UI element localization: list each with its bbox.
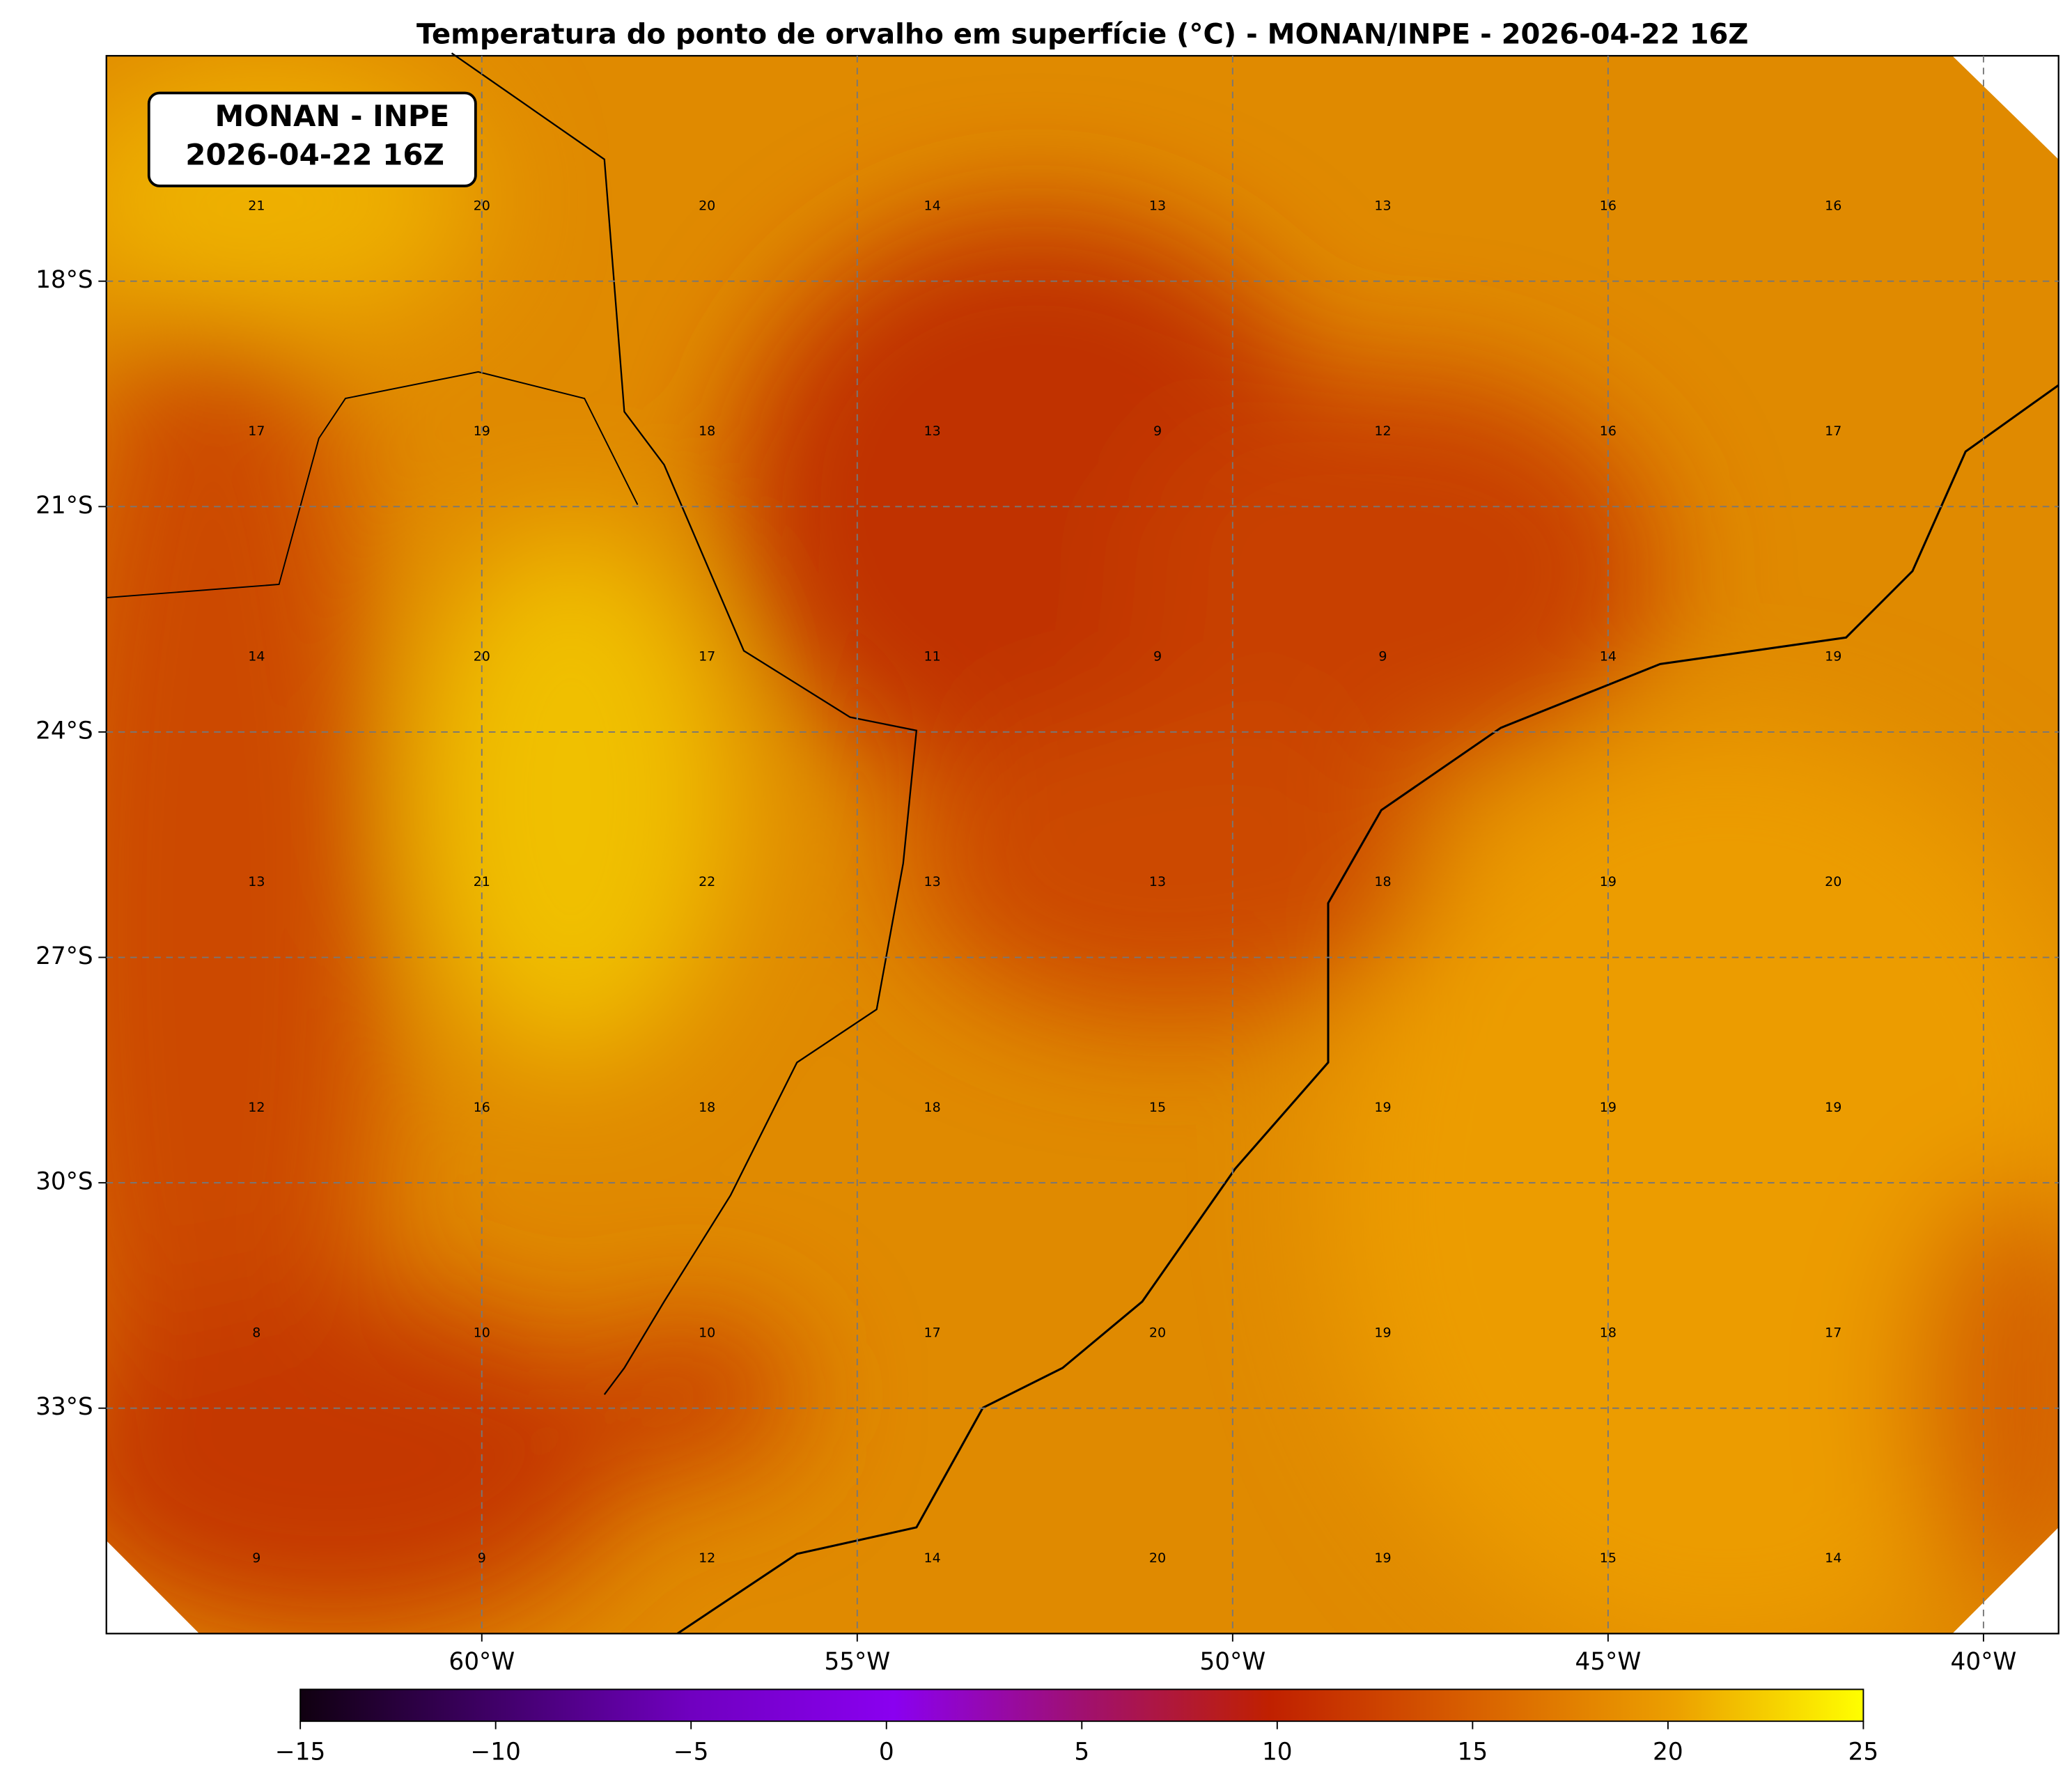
colorbar-tick-label: −15 xyxy=(275,1738,325,1766)
y-tick-label: 33°S xyxy=(36,1393,93,1421)
station-value: 18 xyxy=(1374,874,1391,889)
station-value: 14 xyxy=(248,649,265,664)
colorbar-tick-label: −10 xyxy=(470,1738,520,1766)
station-value: 12 xyxy=(1374,423,1391,439)
station-value: 19 xyxy=(1600,874,1617,889)
station-value: 17 xyxy=(699,649,715,664)
y-tick-label: 21°S xyxy=(36,492,93,520)
station-value: 20 xyxy=(1825,874,1841,889)
colorbar-tick-label: 10 xyxy=(1262,1738,1293,1766)
annotation: MONAN - INPE xyxy=(215,99,450,133)
station-value: 9 xyxy=(1153,423,1162,439)
station-value: 12 xyxy=(699,1550,715,1566)
station-value: 17 xyxy=(1825,423,1841,439)
station-value: 22 xyxy=(699,874,715,889)
field xyxy=(106,56,2059,1634)
station-value: 16 xyxy=(1600,198,1617,213)
y-tick-label: 18°S xyxy=(36,266,93,294)
station-value: 16 xyxy=(474,1100,490,1115)
station-value: 17 xyxy=(924,1325,940,1340)
station-value: 20 xyxy=(474,649,490,664)
station-value: 16 xyxy=(1600,423,1617,439)
y-tick-label: 30°S xyxy=(36,1168,93,1196)
station-value: 15 xyxy=(1600,1550,1617,1566)
station-value: 20 xyxy=(699,198,715,213)
station-value: 10 xyxy=(474,1325,490,1340)
station-value: 19 xyxy=(1825,1100,1841,1115)
station-value: 18 xyxy=(699,1100,715,1115)
y-tick-label: 27°S xyxy=(36,942,93,970)
station-value: 9 xyxy=(478,1550,486,1566)
station-value: 15 xyxy=(1149,1100,1166,1115)
x-tick-label: 40°W xyxy=(1951,1648,2017,1676)
station-value: 20 xyxy=(1149,1550,1166,1566)
station-value: 18 xyxy=(924,1100,940,1115)
station-value: 21 xyxy=(474,874,490,889)
colorbar-tick-label: −5 xyxy=(673,1738,709,1766)
station-value: 16 xyxy=(1825,198,1841,213)
map-frame xyxy=(105,54,2059,1635)
x-tick-label: 45°W xyxy=(1575,1648,1642,1676)
x-tick-label: 55°W xyxy=(824,1648,890,1676)
station-value: 14 xyxy=(924,1550,940,1566)
colorbar xyxy=(299,1688,1864,1722)
station-value: 19 xyxy=(1374,1550,1391,1566)
station-value: 17 xyxy=(1825,1325,1841,1340)
station-value: 13 xyxy=(248,874,265,889)
station-value: 8 xyxy=(252,1325,260,1340)
station-value: 19 xyxy=(474,423,490,439)
colorbar-tick-label: 15 xyxy=(1458,1738,1488,1766)
station-value: 20 xyxy=(1149,1325,1166,1340)
annotation: 2026-04-22 16Z xyxy=(185,138,444,172)
station-value: 9 xyxy=(252,1550,260,1566)
chart-title: Temperatura do ponto de orvalho em super… xyxy=(416,18,1748,50)
station-value: 19 xyxy=(1374,1100,1391,1115)
station-value: 18 xyxy=(1600,1325,1617,1340)
station-value: 14 xyxy=(924,198,940,213)
station-value: 10 xyxy=(699,1325,715,1340)
coastline xyxy=(106,52,2059,1635)
station-value: 9 xyxy=(1378,649,1387,664)
station-value: 17 xyxy=(248,423,265,439)
station-value: 18 xyxy=(699,423,715,439)
station-value: 14 xyxy=(1825,1550,1841,1566)
station-value: 11 xyxy=(924,649,940,664)
colorbar-tick-label: 20 xyxy=(1653,1738,1683,1766)
station-value: 13 xyxy=(924,423,940,439)
x-tick-label: 60°W xyxy=(449,1648,515,1676)
station-value: 19 xyxy=(1374,1325,1391,1340)
station-value: 19 xyxy=(1825,649,1841,664)
y-tick-label: 24°S xyxy=(36,717,93,745)
station-value: 12 xyxy=(248,1100,265,1115)
station-value: 13 xyxy=(924,874,940,889)
station-value: 9 xyxy=(1153,649,1162,664)
station-value: 13 xyxy=(1374,198,1391,213)
annotation-box xyxy=(147,91,477,187)
colorbar-tick-label: 25 xyxy=(1848,1738,1879,1766)
colorbar-tick-label: 0 xyxy=(879,1738,894,1766)
station-value: 13 xyxy=(1149,198,1166,213)
x-tick-label: 50°W xyxy=(1199,1648,1265,1676)
station-value: 19 xyxy=(1600,1100,1617,1115)
station-value: 20 xyxy=(474,198,490,213)
station-value: 13 xyxy=(1149,874,1166,889)
colorbar-tick-label: 5 xyxy=(1074,1738,1089,1766)
station-value: 21 xyxy=(248,198,265,213)
station-value: 14 xyxy=(1600,649,1617,664)
